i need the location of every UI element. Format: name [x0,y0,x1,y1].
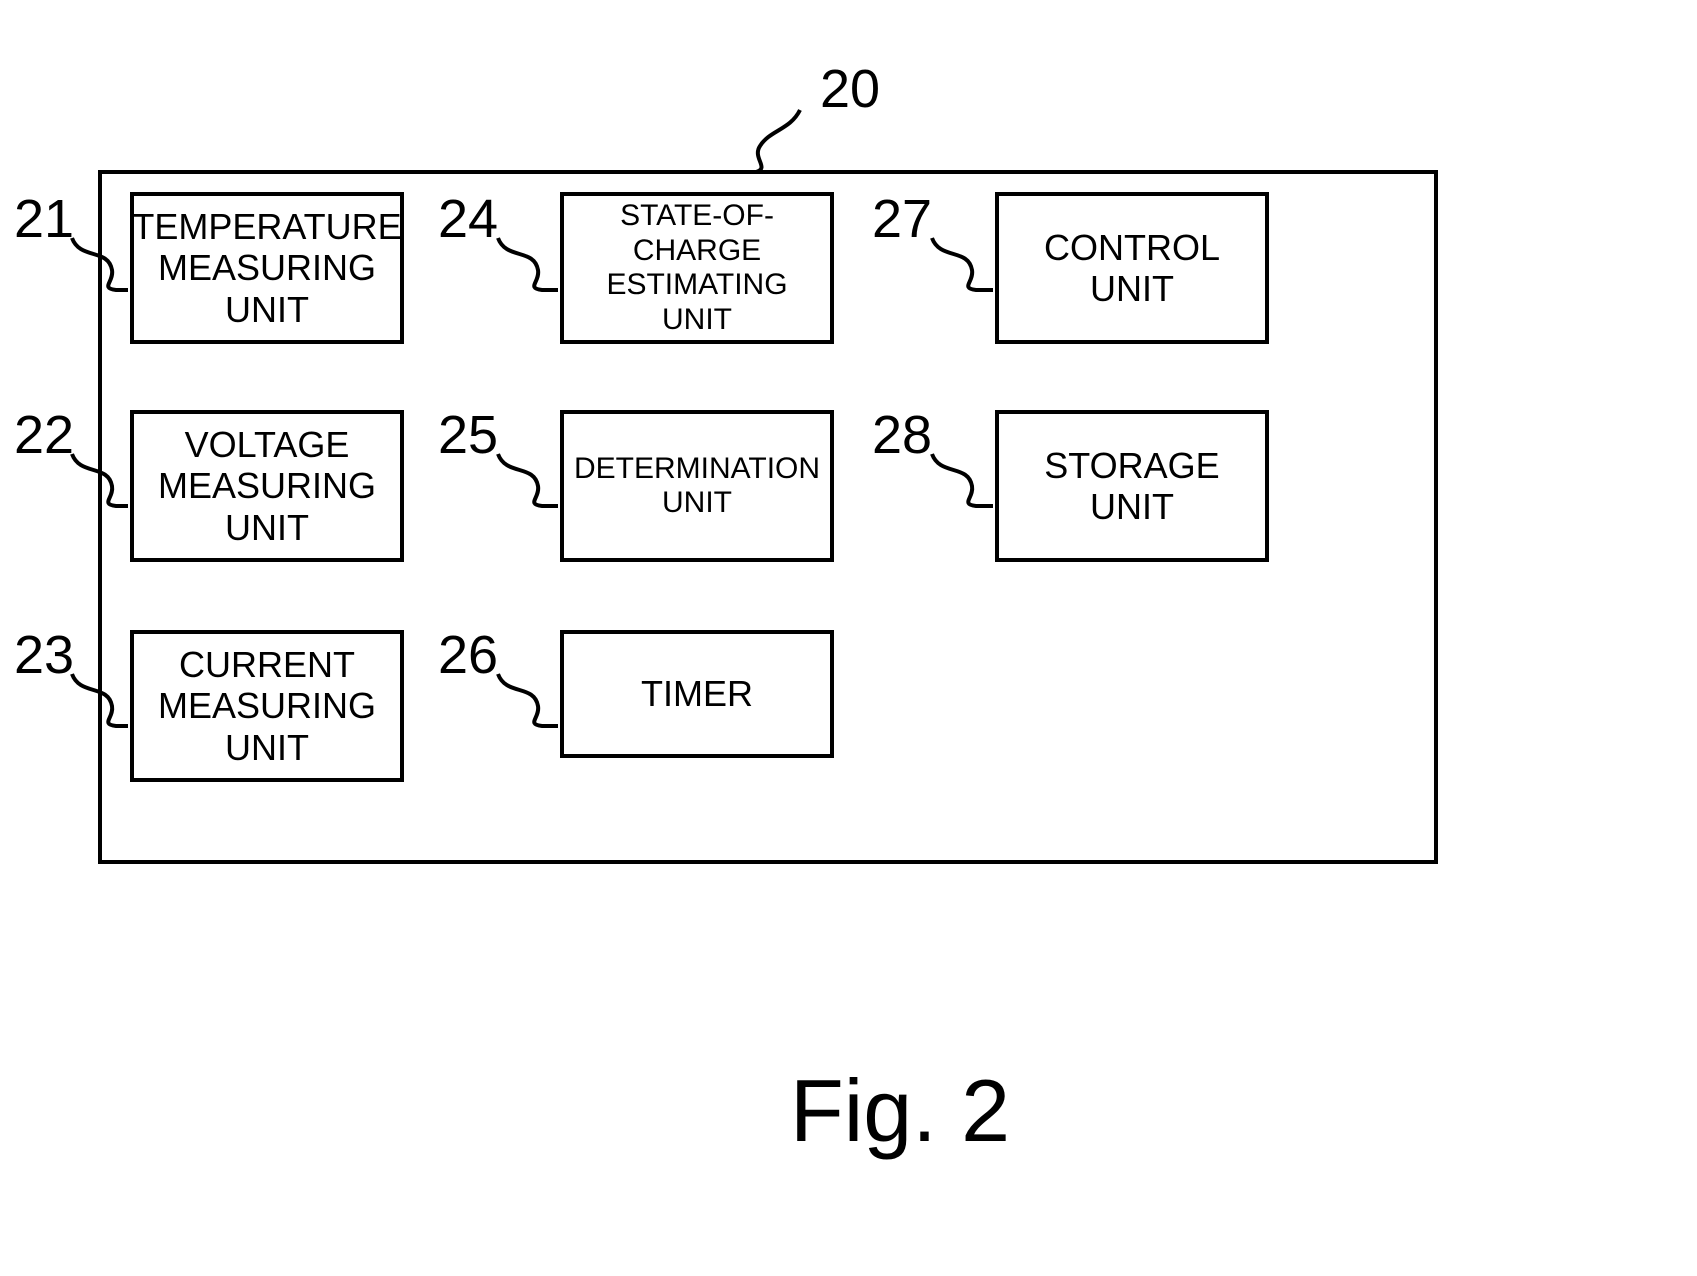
ref-label-27: 27 [872,188,932,250]
box-text: STATE-OF-CHARGEESTIMATINGUNIT [606,199,787,337]
box-text: STORAGEUNIT [1044,445,1219,528]
box-text: TEMPERATUREMEASURINGUNIT [132,206,401,330]
ref-label-21: 21 [14,188,74,250]
ref-label-25: 25 [438,404,498,466]
figure-caption: Fig. 2 [700,1060,1100,1162]
ref-label-23: 23 [14,624,74,686]
box-text: CONTROLUNIT [1044,227,1220,310]
ref-label-22: 22 [14,404,74,466]
box-text: TIMER [641,673,753,714]
ref-label-26: 26 [438,624,498,686]
ref-label-20: 20 [820,58,880,120]
box-temperature-measuring-unit: TEMPERATUREMEASURINGUNIT [130,192,404,344]
box-soc-estimating-unit: STATE-OF-CHARGEESTIMATINGUNIT [560,192,834,344]
box-control-unit: CONTROLUNIT [995,192,1269,344]
figure-canvas: 20 TEMPERATUREMEASURINGUNIT 21 VOLTAGEME… [0,0,1697,1276]
box-determination-unit: DETERMINATIONUNIT [560,410,834,562]
box-text: DETERMINATIONUNIT [574,452,820,521]
box-text: VOLTAGEMEASURINGUNIT [158,424,376,548]
ref-label-24: 24 [438,188,498,250]
box-current-measuring-unit: CURRENTMEASURINGUNIT [130,630,404,782]
box-timer: TIMER [560,630,834,758]
box-voltage-measuring-unit: VOLTAGEMEASURINGUNIT [130,410,404,562]
box-storage-unit: STORAGEUNIT [995,410,1269,562]
box-text: CURRENTMEASURINGUNIT [158,644,376,768]
ref-label-28: 28 [872,404,932,466]
